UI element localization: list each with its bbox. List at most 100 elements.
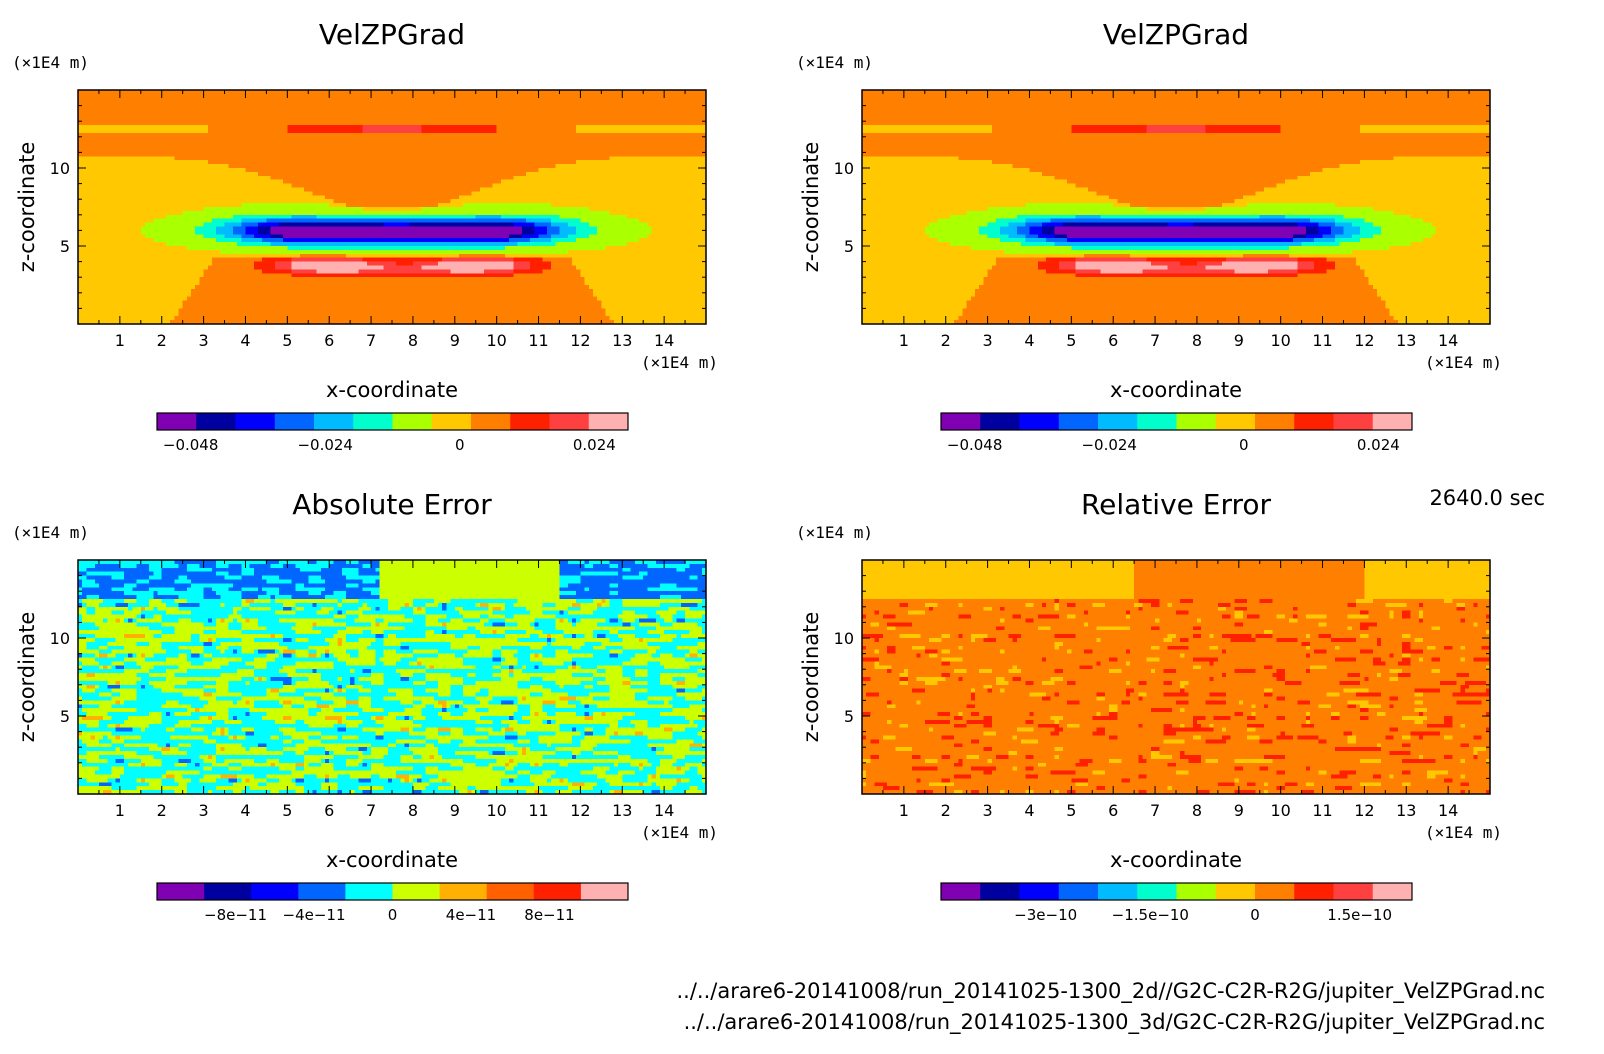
heatmap-cell (342, 180, 347, 184)
heatmap-cell (229, 172, 234, 176)
heatmap-cell (166, 102, 171, 106)
heatmap-cell (304, 172, 309, 176)
heatmap-cell (363, 121, 368, 125)
heatmap-cell (233, 191, 238, 195)
heatmap-cell (208, 160, 213, 164)
heatmap-cell (183, 149, 188, 153)
heatmap-cell (124, 164, 129, 168)
heatmap-cell (333, 141, 338, 145)
heatmap-cell (317, 172, 322, 176)
heatmap-cell (689, 133, 694, 137)
heatmap-cell (476, 149, 481, 153)
heatmap-cell (111, 191, 116, 195)
heatmap-cell (300, 129, 305, 133)
heatmap-cell (392, 156, 397, 160)
heatmap-cell (497, 184, 502, 188)
heatmap-cell (220, 207, 225, 211)
heatmap-cell (204, 176, 209, 180)
heatmap-cell (534, 98, 539, 102)
heatmap-cell (526, 106, 531, 110)
heatmap-cell (371, 156, 376, 160)
heatmap-cell (547, 184, 552, 188)
heatmap-cell (107, 98, 112, 102)
heatmap-cell (229, 195, 234, 199)
heatmap-cell (505, 152, 510, 156)
heatmap-cell (287, 102, 292, 106)
heatmap-cell (421, 102, 426, 106)
heatmap-cell (409, 149, 414, 153)
heatmap-cell (124, 137, 129, 141)
heatmap-cell (400, 152, 405, 156)
heatmap-cell (212, 180, 217, 184)
heatmap-cell (463, 121, 468, 125)
heatmap-cell (317, 160, 322, 164)
heatmap-cell (451, 184, 456, 188)
heatmap-cell (409, 137, 414, 141)
heatmap-cell (258, 102, 263, 106)
heatmap-cell (204, 145, 209, 149)
heatmap-cell (476, 106, 481, 110)
heatmap-cell (103, 188, 108, 192)
heatmap-cell (279, 125, 284, 129)
heatmap-cell (421, 149, 426, 153)
heatmap-cell (551, 184, 556, 188)
heatmap-cell (451, 164, 456, 168)
heatmap-cell (681, 141, 686, 145)
heatmap-cell (178, 168, 183, 172)
heatmap-cell (191, 184, 196, 188)
heatmap-cell (480, 137, 485, 141)
heatmap-cell (522, 98, 527, 102)
heatmap-cell (137, 180, 142, 184)
heatmap-cell (555, 168, 560, 172)
heatmap-cell (153, 141, 158, 145)
heatmap-cell (409, 141, 414, 145)
heatmap-cell (568, 110, 573, 114)
heatmap-cell (618, 203, 623, 207)
heatmap-cell (631, 149, 636, 153)
heatmap-cell (677, 137, 682, 141)
heatmap-cell (266, 152, 271, 156)
heatmap-cell (668, 117, 673, 121)
heatmap-cell (438, 141, 443, 145)
heatmap-cell (158, 98, 163, 102)
heatmap-cell (425, 172, 430, 176)
heatmap-cell (442, 94, 447, 98)
heatmap-cell (610, 164, 615, 168)
heatmap-cell (132, 180, 137, 184)
heatmap-cell (434, 176, 439, 180)
heatmap-cell (459, 195, 464, 199)
heatmap-cell (693, 156, 698, 160)
heatmap-cell (141, 172, 146, 176)
heatmap-cell (568, 164, 573, 168)
heatmap-cell (455, 102, 460, 106)
heatmap-cell (589, 149, 594, 153)
heatmap-cell (421, 110, 426, 114)
heatmap-cell (501, 125, 506, 129)
heatmap-cell (526, 145, 531, 149)
heatmap-cell (559, 102, 564, 106)
heatmap-cell (685, 176, 690, 180)
heatmap-cell (509, 203, 514, 207)
heatmap-cell (425, 102, 430, 106)
heatmap-cell (375, 199, 380, 203)
heatmap-cell (543, 176, 548, 180)
heatmap-cell (492, 168, 497, 172)
heatmap-cell (191, 117, 196, 121)
heatmap-cell (103, 117, 108, 121)
heatmap-cell (513, 110, 518, 114)
heatmap-cell (685, 203, 690, 207)
heatmap-cell (279, 149, 284, 153)
heatmap-cell (421, 152, 426, 156)
heatmap-cell (551, 106, 556, 110)
heatmap-cell (589, 191, 594, 195)
heatmap-cell (329, 113, 334, 117)
heatmap-cell (685, 168, 690, 172)
heatmap-cell (589, 125, 594, 129)
heatmap-cell (626, 129, 631, 133)
heatmap-cell (367, 164, 372, 168)
heatmap-cell (174, 125, 179, 129)
heatmap-cell (250, 113, 255, 117)
heatmap-cell (572, 102, 577, 106)
heatmap-cell (275, 172, 280, 176)
heatmap-cell (626, 195, 631, 199)
